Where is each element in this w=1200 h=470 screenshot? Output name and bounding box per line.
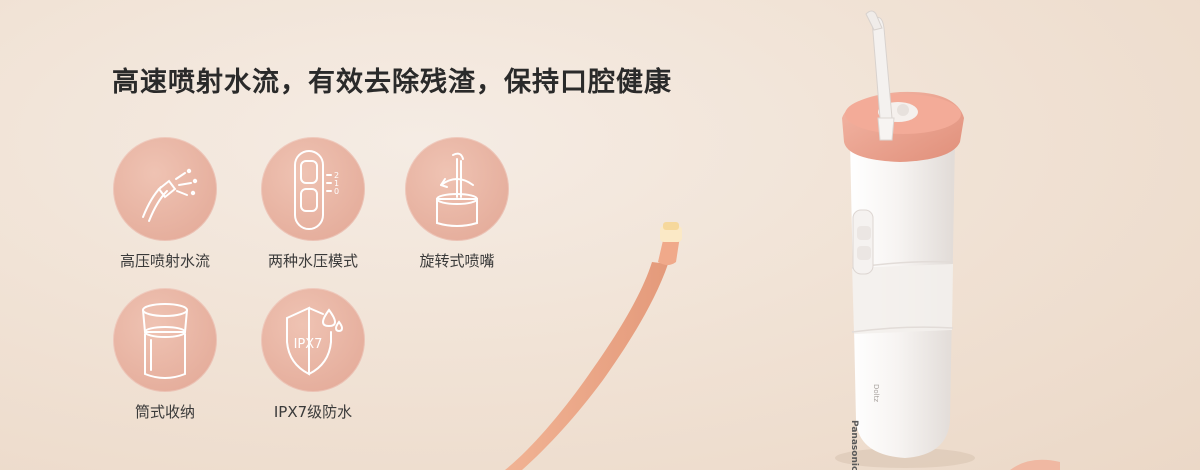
water-flosser: Doltz Panasonic <box>842 10 964 470</box>
feature-rotating-nozzle: 旋转式喷嘴 <box>392 137 522 271</box>
toothbrush <box>505 222 682 470</box>
feature-label: IPX7级防水 <box>273 403 353 421</box>
rotating-nozzle-icon <box>405 137 509 241</box>
feature-high-pressure: 高压喷射水流 <box>100 137 230 271</box>
feature-label: 旋转式喷嘴 <box>419 252 495 270</box>
accent-object <box>1010 459 1060 470</box>
pressure-mode-icon: 2 1 0 <box>261 137 365 241</box>
model-mark: Doltz <box>872 384 880 402</box>
water-spray-icon <box>113 137 217 241</box>
toothbrush-bristles <box>660 222 682 242</box>
feature-label: 高压喷射水流 <box>119 252 210 270</box>
tube-storage-icon <box>113 288 217 392</box>
brand-logo: Panasonic <box>849 420 859 470</box>
feature-pressure-modes: 2 1 0 两种水压模式 <box>248 137 378 271</box>
headline: 高速喷射水流，有效去除残渣，保持口腔健康 <box>112 67 672 98</box>
feature-label: 筒式收纳 <box>134 403 195 421</box>
feature-tube-storage: 筒式收纳 <box>100 288 230 422</box>
feature-label: 两种水压模式 <box>267 252 358 270</box>
